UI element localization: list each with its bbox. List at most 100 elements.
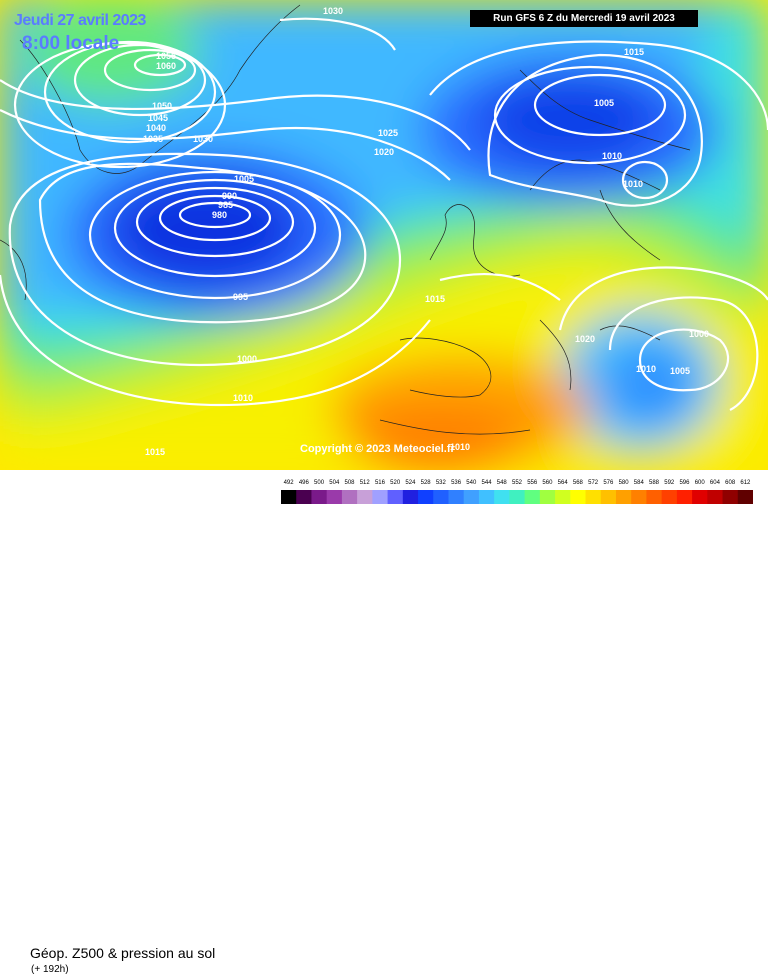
color-scale-swatch: [737, 490, 753, 504]
svg-text:990: 990: [222, 191, 237, 201]
color-scale-swatch: [631, 490, 647, 504]
forecast-date-label: Jeudi 27 avril 2023: [14, 12, 146, 29]
svg-text:1015: 1015: [145, 447, 165, 457]
svg-text:995: 995: [233, 292, 248, 302]
color-scale-label: 524: [405, 480, 416, 486]
map-caption: Géop. Z500 & pression au sol: [30, 945, 216, 961]
color-scale-label: 496: [298, 480, 309, 486]
weather-map: 1030 1055 1060 1050 1045 1040 1035 1030 …: [0, 0, 768, 470]
color-scale-label: 588: [649, 480, 660, 486]
color-scale-swatch: [539, 490, 556, 504]
color-scale-label: 540: [466, 480, 477, 486]
svg-text:1045: 1045: [148, 113, 168, 123]
color-scale-swatch: [463, 490, 480, 504]
color-scale-label: 568: [572, 480, 583, 486]
color-scale-label: 572: [588, 480, 599, 486]
color-scale-label: 536: [451, 480, 462, 486]
model-run-label: Run GFS 6 Z du Mercredi 19 avril 2023: [470, 10, 698, 27]
color-scale-swatch: [281, 490, 297, 504]
color-scale-label: 552: [511, 480, 522, 486]
color-scale-label: 500: [314, 480, 325, 486]
color-scale-swatch: [646, 490, 663, 504]
color-scale-label: 520: [390, 480, 401, 486]
color-scale-swatch: [357, 490, 373, 504]
color-scale-swatch: [402, 490, 419, 504]
svg-text:1010: 1010: [636, 364, 656, 374]
color-scale-label: 532: [435, 480, 446, 486]
color-scale-swatch: [600, 490, 617, 504]
color-scale-swatch: [326, 490, 343, 504]
svg-text:980: 980: [212, 210, 227, 220]
color-scale-label: 584: [633, 480, 644, 486]
color-scale-swatch: [478, 490, 495, 504]
svg-text:1040: 1040: [146, 123, 166, 133]
color-scale-swatch: [555, 490, 571, 504]
color-scale-swatch: [448, 490, 465, 504]
color-scale-swatch: [509, 490, 526, 504]
color-scale-label: 556: [527, 480, 538, 486]
isobar-labels: 1030 1055 1060 1050 1045 1040 1035 1030 …: [143, 6, 709, 457]
color-scale-label: 528: [420, 480, 431, 486]
color-scale-swatch: [570, 490, 587, 504]
color-scale: [281, 490, 753, 504]
color-scale-label: 612: [740, 480, 751, 486]
color-scale-label: 564: [557, 480, 568, 486]
color-scale-label: 592: [664, 480, 675, 486]
color-scale-label: 560: [542, 480, 553, 486]
color-scale-label: 600: [694, 480, 705, 486]
svg-text:1055: 1055: [156, 51, 176, 61]
svg-text:1030: 1030: [323, 6, 343, 16]
color-scale-label: 548: [496, 480, 507, 486]
color-scale-swatch: [524, 490, 541, 504]
svg-text:1005: 1005: [670, 366, 690, 376]
color-scale-labels: 492 496 500 504 508 512 516 520 524 528 532 536 540 5…: [281, 478, 753, 488]
color-scale-swatch: [372, 490, 389, 504]
forecast-time-label: 8:00 locale: [22, 33, 120, 54]
color-scale-swatch: [494, 490, 510, 504]
svg-text:1020: 1020: [575, 334, 595, 344]
color-scale-label: 596: [679, 480, 690, 486]
color-scale-swatch: [433, 490, 449, 504]
svg-text:1020: 1020: [374, 147, 394, 157]
isobars: [0, 17, 768, 411]
color-scale-label: 608: [725, 480, 736, 486]
svg-text:1010: 1010: [450, 442, 470, 452]
color-scale-label: 580: [618, 480, 629, 486]
svg-text:1000: 1000: [237, 354, 257, 364]
svg-text:1010: 1010: [623, 179, 643, 189]
color-scale-swatch: [296, 490, 312, 504]
svg-text:1005: 1005: [234, 174, 254, 184]
copyright-label: Copyright © 2023 Meteociel.fr: [300, 443, 455, 455]
svg-text:1050: 1050: [152, 101, 172, 111]
color-scale-label: 576: [603, 480, 614, 486]
color-scale-swatch: [418, 490, 434, 504]
color-scale-swatch: [341, 490, 358, 504]
color-scale-label: 492: [283, 480, 294, 486]
svg-text:985: 985: [218, 200, 233, 210]
color-scale-swatch: [585, 490, 602, 504]
svg-text:1060: 1060: [156, 61, 176, 71]
svg-text:1010: 1010: [233, 393, 253, 403]
color-scale-label: 544: [481, 480, 492, 486]
color-scale-swatch: [615, 490, 632, 504]
svg-text:1025: 1025: [378, 128, 398, 138]
svg-text:1035: 1035: [143, 134, 163, 144]
color-scale-label: 512: [359, 480, 370, 486]
color-scale-swatch: [387, 490, 404, 504]
color-scale-label: 604: [709, 480, 720, 486]
color-scale-swatch: [692, 490, 708, 504]
color-scale-label: 504: [329, 480, 340, 486]
svg-text:1015: 1015: [425, 294, 445, 304]
color-scale-label: 508: [344, 480, 355, 486]
color-scale-swatch: [311, 490, 328, 504]
forecast-hours: (+ 192h): [31, 964, 69, 975]
svg-text:1010: 1010: [602, 151, 622, 161]
color-scale-swatch: [676, 490, 693, 504]
color-scale-swatch: [722, 490, 739, 504]
svg-text:1015: 1015: [624, 47, 644, 57]
color-scale-swatch: [661, 490, 678, 504]
svg-text:1000: 1000: [689, 329, 709, 339]
svg-text:1030: 1030: [193, 134, 213, 144]
color-scale-label: 516: [374, 480, 385, 486]
svg-text:1005: 1005: [594, 98, 614, 108]
